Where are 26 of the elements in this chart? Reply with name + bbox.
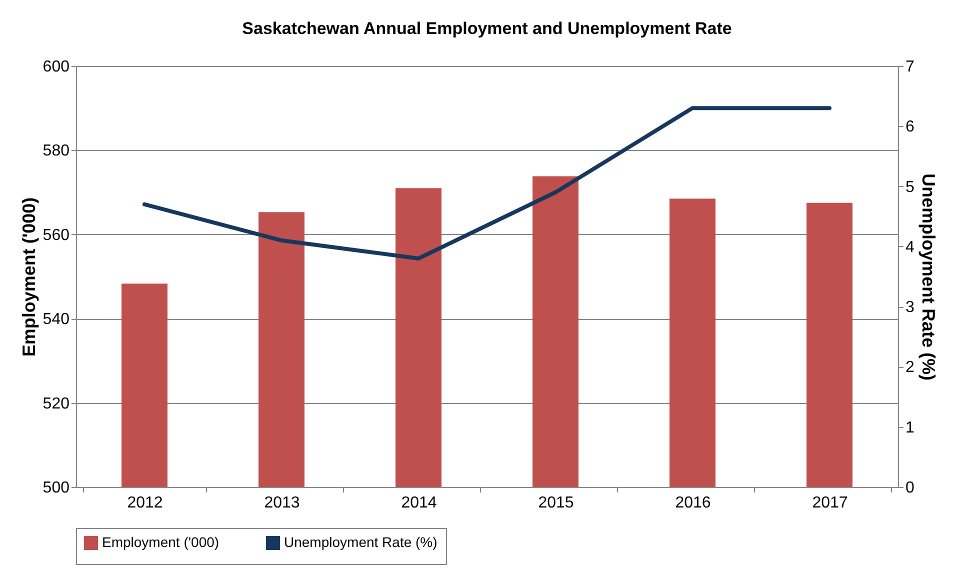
x-tick-label: 2017 [812, 494, 848, 512]
y-tick-label: 560 [42, 226, 70, 244]
y2-tick-label: 2 [906, 359, 914, 376]
chart-title: Saskatchewan Annual Employment and Unemployment Rate [242, 19, 732, 38]
line-series [142, 106, 832, 260]
y2-tick-label: 1 [906, 419, 914, 436]
y-axis-title: Employment ('000) [18, 197, 39, 357]
y-tick-label: 520 [42, 395, 70, 412]
x-tick-label: 2016 [675, 494, 711, 512]
y2-axis-title: Unemployment Rate (%) [918, 173, 938, 381]
y-tick-label: 580 [42, 142, 70, 160]
y2-tick-label: 7 [906, 58, 914, 76]
y2-tick-label: 6 [906, 118, 914, 136]
legend-label: Unemployment Rate (%) [284, 534, 438, 550]
legend-label: Employment ('000) [102, 534, 220, 550]
y2-tick-label: 4 [906, 238, 914, 256]
x-tick-label: 2013 [264, 494, 300, 512]
y-tick-label: 500 [42, 480, 70, 496]
y2-tick-label: 5 [906, 178, 914, 196]
x-tick-label: 2015 [538, 494, 574, 512]
y-tick-label: 540 [42, 311, 70, 328]
y2-tick-label: 0 [906, 480, 914, 496]
y-tick-label: 600 [42, 58, 70, 76]
x-tick-label: 2014 [401, 494, 437, 512]
y2-tick-label: 3 [906, 299, 914, 316]
x-tick-label: 2012 [127, 494, 163, 512]
